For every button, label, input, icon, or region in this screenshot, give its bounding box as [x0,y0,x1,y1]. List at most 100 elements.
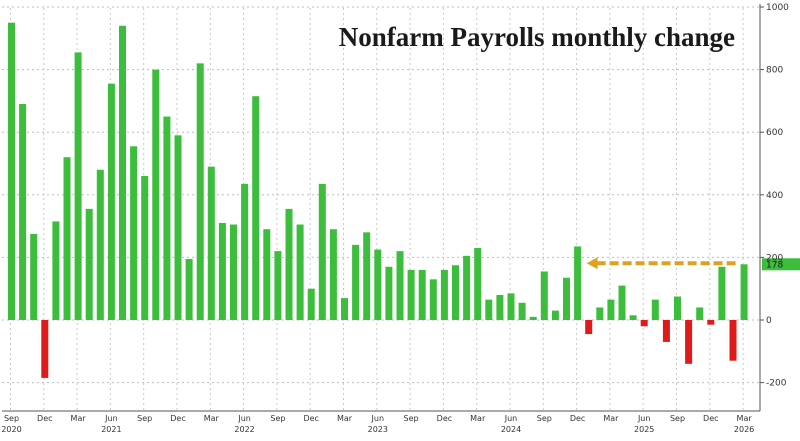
bar [551,310,559,320]
callout-arrowhead [586,257,598,270]
bar [740,264,748,320]
bar [341,298,348,320]
bar [185,258,193,320]
bar-series [8,22,748,378]
bar [718,266,726,320]
x-tick-year: 2025 [634,425,654,434]
bar [618,285,626,320]
bar [463,255,471,320]
bar [263,229,271,320]
bar [307,288,315,320]
bar [429,279,437,320]
bar [518,302,526,320]
x-tick-year: 2024 [501,425,521,434]
bar [452,265,459,320]
bar [596,307,604,320]
bar [41,320,49,378]
x-tick-year: 2022 [234,425,254,434]
x-tick-month: Dec [170,414,185,423]
x-tick-month: Sep [4,414,19,423]
bar [418,269,426,320]
y-tick-label: 1000 [766,3,789,13]
bar [152,69,160,320]
bar [285,208,293,320]
bar [662,320,670,342]
x-tick-month: Mar [71,414,87,423]
bar [529,316,537,320]
bar [196,63,204,321]
chart-title: Nonfarm Payrolls monthly change [339,22,735,52]
bar [485,299,493,320]
bar [96,169,104,320]
bar [8,22,15,321]
bar [296,224,304,320]
latest-value-callout: 178 [586,257,800,271]
x-tick-month: Jun [637,414,651,423]
bar [85,208,93,320]
x-tick-month: Sep [137,414,152,423]
y-axis: -200 0 200 400 600 800 1000 [759,3,789,411]
bar [585,320,593,335]
bar [329,229,337,320]
x-tick-year: 2023 [368,425,388,434]
bar [318,183,326,320]
bar [607,299,615,320]
y-tick-label: 0 [766,316,772,326]
bar [119,25,126,321]
bar [674,296,681,320]
bar [574,246,582,320]
bar [52,221,60,320]
bar [218,222,226,320]
bar [374,249,382,320]
bar [629,315,637,320]
x-tick-month: Mar [337,414,353,423]
bar [19,104,27,320]
bar [107,83,115,320]
x-tick-month: Jun [371,414,385,423]
x-tick-month: Sep [670,414,685,423]
y-tick-label: 200 [766,253,783,263]
y-tick-label: -200 [766,379,787,389]
y-tick-label: 400 [766,191,783,201]
y-tick-label: 600 [766,128,783,138]
bar [707,320,715,325]
bar [396,251,404,320]
x-tick-year: 2026 [734,425,754,434]
bar [685,320,693,364]
x-tick-month: Dec [37,414,52,423]
x-tick-month: Dec [437,414,452,423]
bar [163,116,171,320]
x-tick-month: Jun [237,414,251,423]
bar [363,232,371,320]
bar [274,251,282,320]
latest-value-label-bg [762,258,800,271]
bar [63,157,71,320]
bar [252,96,260,320]
bar [230,224,237,320]
x-tick-month: Jun [504,414,518,423]
bar [174,135,182,320]
x-tick-month: Dec [703,414,718,423]
bar [540,271,548,320]
bar [141,176,149,320]
bar [496,294,504,320]
x-axis: Sep 2020 Dec Mar Jun 2021 Sep Dec Mar Jun 2022 Sep D… [1,410,760,434]
x-tick-month: Jun [104,414,118,423]
x-tick-month: Sep [404,414,419,423]
bar [30,233,38,320]
bar [74,52,82,320]
bar [474,248,482,320]
bar [696,307,704,320]
x-tick-month: Dec [303,414,318,423]
bar [440,269,448,320]
bar [407,269,415,320]
x-tick-month: Dec [570,414,585,423]
x-tick-month: Mar [603,414,619,423]
bar [507,293,515,320]
x-tick-month: Mar [737,414,753,423]
bar [563,277,570,320]
bar [640,320,648,327]
x-tick-month: Sep [537,414,552,423]
bar [130,146,138,320]
